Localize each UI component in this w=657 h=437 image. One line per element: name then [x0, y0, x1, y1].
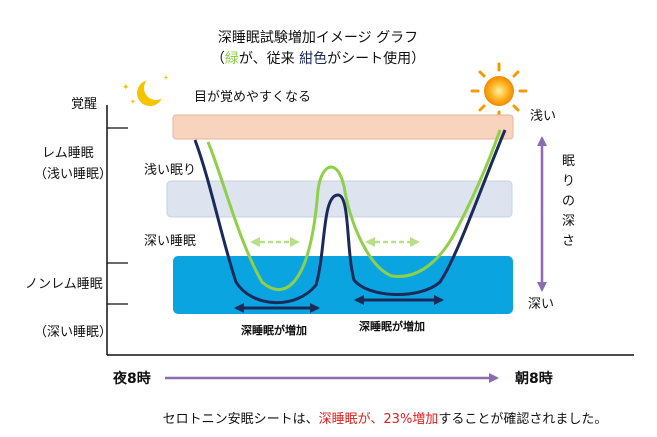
- label-start-time: 夜8時: [112, 370, 151, 387]
- label-wake: 覚醒: [71, 97, 97, 112]
- depth-char-5: さ: [562, 234, 575, 249]
- caption-part-2: 深睡眠が、23%増加: [319, 412, 439, 427]
- deep-sleep-band: [173, 256, 513, 314]
- green-curve: [206, 129, 502, 291]
- subtitle-navy: 紺色: [299, 50, 327, 67]
- depth-char-1: 眠: [562, 154, 575, 169]
- diagram-subtitle: （緑が、従来 紺色がシート使用）: [211, 50, 425, 67]
- subtitle-mid: が、従来: [239, 51, 299, 67]
- label-deep-increase-1: 深睡眠が増加: [241, 323, 307, 337]
- navy-curve: [193, 129, 507, 305]
- wake-band: [172, 114, 514, 140]
- depth-char-2: り: [562, 174, 575, 189]
- label-light-sleep: 浅い眠り: [144, 163, 196, 178]
- moon-icon: ✦ ✦ ✦: [122, 74, 169, 106]
- subtitle-open: （: [211, 51, 225, 67]
- label-rem-sub: （浅い睡眠）: [34, 167, 112, 182]
- label-wake-easy: 目が覚めやすくなる: [194, 90, 311, 105]
- label-deep: 深い: [528, 297, 554, 312]
- subtitle-close: がシート使用）: [327, 50, 425, 67]
- sun-icon: [470, 62, 528, 120]
- svg-text:✦: ✦: [130, 98, 136, 106]
- light-sleep-band: [166, 180, 513, 218]
- label-deep-sleep: 深い睡眠: [144, 234, 196, 249]
- label-nonrem-sub: （深い睡眠）: [34, 325, 112, 340]
- label-depth: 眠 り の 深 さ: [562, 154, 579, 249]
- caption: セロトニン安眠シートは、深睡眠が、23%増加することが確認されました。: [163, 411, 608, 427]
- label-end-time: 朝8時: [515, 370, 553, 387]
- svg-text:✦: ✦: [163, 74, 169, 82]
- depth-char-4: 深: [562, 214, 575, 229]
- depth-char-3: の: [562, 194, 575, 209]
- caption-part-3: することが確認されました。: [438, 411, 607, 427]
- diagram-title: 深睡眠試験増加イメージ グラフ: [218, 30, 418, 46]
- label-deep-increase-2: 深睡眠が増加: [359, 319, 425, 333]
- label-nonrem: ノンレム睡眠: [25, 277, 103, 292]
- label-shallow: 浅い: [530, 109, 556, 124]
- label-rem: レム睡眠: [42, 146, 94, 161]
- svg-text:✦: ✦: [122, 83, 130, 93]
- caption-part-1: セロトニン安眠シートは、: [163, 412, 319, 427]
- subtitle-green: 緑: [225, 51, 239, 67]
